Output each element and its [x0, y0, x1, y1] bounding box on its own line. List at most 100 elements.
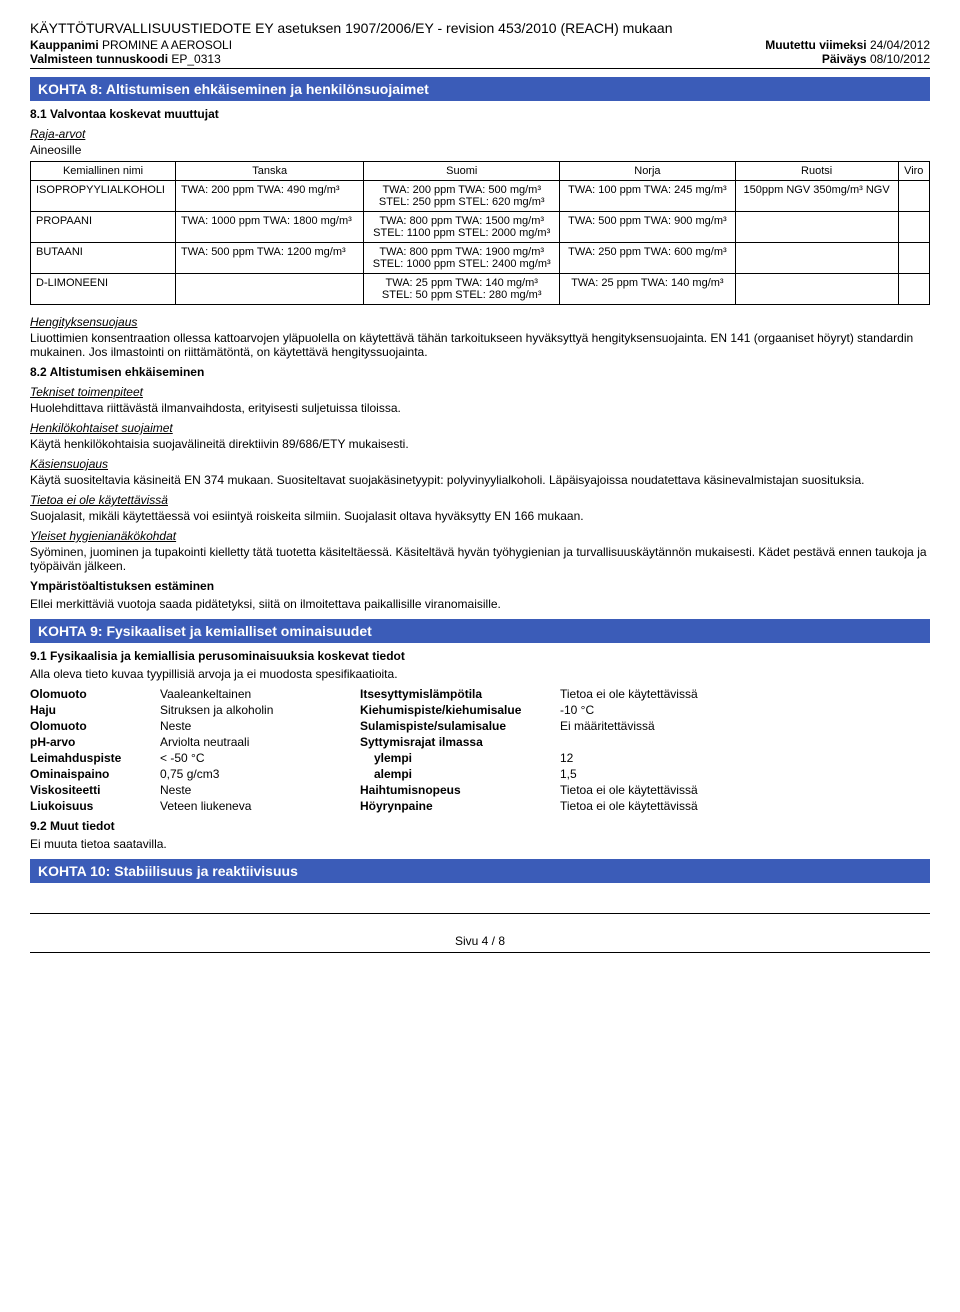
table-cell: TWA: 500 ppm TWA: 900 mg/m³: [560, 212, 736, 243]
prop-value: 1,5: [560, 767, 740, 781]
tekniset-heading: Tekniset toimenpiteet: [30, 385, 930, 399]
section8-sub1: 8.1 Valvontaa koskevat muuttujat: [30, 107, 930, 121]
limits-table: Kemiallinen nimi Tanska Suomi Norja Ruot…: [30, 161, 930, 305]
kasien-heading: Käsiensuojaus: [30, 457, 930, 471]
yleiset-heading: Yleiset hygienianäkökohdat: [30, 529, 930, 543]
table-cell: 150ppm NGV 350mg/m³ NGV: [735, 181, 898, 212]
col-viro: Viro: [898, 162, 930, 181]
section9-sub1-text: Alla oleva tieto kuvaa tyypillisiä arvoj…: [30, 667, 930, 681]
henkilo-text: Käytä henkilökohtaisia suojavälineitä di…: [30, 437, 930, 451]
col-tanska: Tanska: [176, 162, 364, 181]
prop-label: Liukoisuus: [30, 799, 160, 813]
doc-header: KÄYTTÖTURVALLISUUSTIEDOTE EY asetuksen 1…: [30, 20, 930, 66]
table-cell: TWA: 250 ppm TWA: 600 mg/m³: [560, 243, 736, 274]
name-label: Kauppanimi: [30, 38, 99, 52]
prop-label: Syttymisrajat ilmassa: [360, 735, 560, 749]
prop-label: Olomuoto: [30, 719, 160, 733]
prop-label: Sulamispiste/sulamisalue: [360, 719, 560, 733]
raja-arvot: Raja-arvot: [30, 127, 930, 141]
prop-value: Neste: [160, 719, 320, 733]
table-cell: BUTAANI: [31, 243, 176, 274]
prop-label: Itsesyttymislämpötila: [360, 687, 560, 701]
prop-value: Tietoa ei ole käytettävissä: [560, 799, 740, 813]
prop-value: Vaaleankeltainen: [160, 687, 320, 701]
table-cell: TWA: 25 ppm TWA: 140 mg/m³: [560, 274, 736, 305]
name-value: PROMINE A AEROSOLI: [102, 38, 232, 52]
section8-sub2: 8.2 Altistumisen ehkäiseminen: [30, 365, 930, 379]
table-cell: TWA: 1000 ppm TWA: 1800 mg/m³: [176, 212, 364, 243]
prop-value: Tietoa ei ole käytettävissä: [560, 783, 740, 797]
section9-sub2-text: Ei muuta tietoa saatavilla.: [30, 837, 930, 851]
section9-header: KOHTA 9: Fysikaaliset ja kemialliset omi…: [30, 619, 930, 643]
table-cell: PROPAANI: [31, 212, 176, 243]
changed-value: 24/04/2012: [870, 38, 930, 52]
prop-label: Haju: [30, 703, 160, 717]
yleiset-text: Syöminen, juominen ja tupakointi kiellet…: [30, 545, 930, 573]
ymparisto-text: Ellei merkittäviä vuotoja saada pidätety…: [30, 597, 930, 611]
prop-label: alempi: [360, 767, 560, 781]
prop-value: Arviolta neutraali: [160, 735, 320, 749]
section10-header: KOHTA 10: Stabiilisuus ja reaktiivisuus: [30, 859, 930, 883]
aineosille: Aineosille: [30, 143, 930, 157]
table-cell: [735, 274, 898, 305]
col-name: Kemiallinen nimi: [31, 162, 176, 181]
col-suomi: Suomi: [364, 162, 560, 181]
prop-label: Viskositeetti: [30, 783, 160, 797]
prop-value: 12: [560, 751, 740, 765]
ymparisto-heading: Ympäristöaltistuksen estäminen: [30, 579, 930, 593]
table-cell: [898, 212, 930, 243]
prop-value: Sitruksen ja alkoholin: [160, 703, 320, 717]
regulation-line: KÄYTTÖTURVALLISUUSTIEDOTE EY asetuksen 1…: [30, 20, 930, 36]
table-cell: [735, 212, 898, 243]
prop-label: Leimahduspiste: [30, 751, 160, 765]
tietoa-heading: Tietoa ei ole käytettävissä: [30, 493, 930, 507]
table-header-row: Kemiallinen nimi Tanska Suomi Norja Ruot…: [31, 162, 930, 181]
table-cell: TWA: 200 ppm TWA: 500 mg/m³ STEL: 250 pp…: [364, 181, 560, 212]
prop-label: ylempi: [360, 751, 560, 765]
date-value: 08/10/2012: [870, 52, 930, 66]
prop-value: Neste: [160, 783, 320, 797]
properties-grid: OlomuotoVaaleankeltainenHajuSitruksen ja…: [30, 687, 930, 813]
date-label: Päiväys: [822, 52, 867, 66]
table-cell: D-LIMONEENI: [31, 274, 176, 305]
prop-value: [560, 735, 740, 749]
table-cell: [898, 274, 930, 305]
tietoa-text: Suojalasit, mikäli käytettäessä voi esii…: [30, 509, 930, 523]
prop-label: Ominaispaino: [30, 767, 160, 781]
table-cell: ISOPROPYYLIALKOHOLI: [31, 181, 176, 212]
col-norja: Norja: [560, 162, 736, 181]
code-label: Valmisteen tunnuskoodi: [30, 52, 168, 66]
table-cell: TWA: 500 ppm TWA: 1200 mg/m³: [176, 243, 364, 274]
section9-sub2: 9.2 Muut tiedot: [30, 819, 930, 833]
prop-value: Ei määritettävissä: [560, 719, 740, 733]
table-cell: [898, 181, 930, 212]
section8-header: KOHTA 8: Altistumisen ehkäiseminen ja he…: [30, 77, 930, 101]
prop-label: Haihtumisnopeus: [360, 783, 560, 797]
table-cell: TWA: 25 ppm TWA: 140 mg/m³ STEL: 50 ppm …: [364, 274, 560, 305]
prop-value: 0,75 g/cm3: [160, 767, 320, 781]
table-row: ISOPROPYYLIALKOHOLITWA: 200 ppm TWA: 490…: [31, 181, 930, 212]
prop-label: Höyrynpaine: [360, 799, 560, 813]
prop-value: Veteen liukeneva: [160, 799, 320, 813]
table-row: PROPAANITWA: 1000 ppm TWA: 1800 mg/m³TWA…: [31, 212, 930, 243]
table-cell: [898, 243, 930, 274]
henkilo-heading: Henkilökohtaiset suojaimet: [30, 421, 930, 435]
prop-value: Tietoa ei ole käytettävissä: [560, 687, 740, 701]
hengitys-text: Liuottimien konsentraation ollessa katto…: [30, 331, 930, 359]
table-cell: TWA: 200 ppm TWA: 490 mg/m³: [176, 181, 364, 212]
code-value: EP_0313: [171, 52, 220, 66]
page-footer: Sivu 4 / 8: [30, 934, 930, 948]
prop-label: Olomuoto: [30, 687, 160, 701]
prop-label: pH-arvo: [30, 735, 160, 749]
prop-value: < -50 °C: [160, 751, 320, 765]
tekniset-text: Huolehdittava riittävästä ilmanvaihdosta…: [30, 401, 930, 415]
table-cell: [176, 274, 364, 305]
table-cell: TWA: 100 ppm TWA: 245 mg/m³: [560, 181, 736, 212]
table-row: BUTAANITWA: 500 ppm TWA: 1200 mg/m³TWA: …: [31, 243, 930, 274]
table-cell: TWA: 800 ppm TWA: 1500 mg/m³ STEL: 1100 …: [364, 212, 560, 243]
table-row: D-LIMONEENI TWA: 25 ppm TWA: 140 mg/m³ ST…: [31, 274, 930, 305]
prop-value: -10 °C: [560, 703, 740, 717]
table-cell: TWA: 800 ppm TWA: 1900 mg/m³ STEL: 1000 …: [364, 243, 560, 274]
prop-label: Kiehumispiste/kiehumisalue: [360, 703, 560, 717]
changed-label: Muutettu viimeksi: [765, 38, 866, 52]
